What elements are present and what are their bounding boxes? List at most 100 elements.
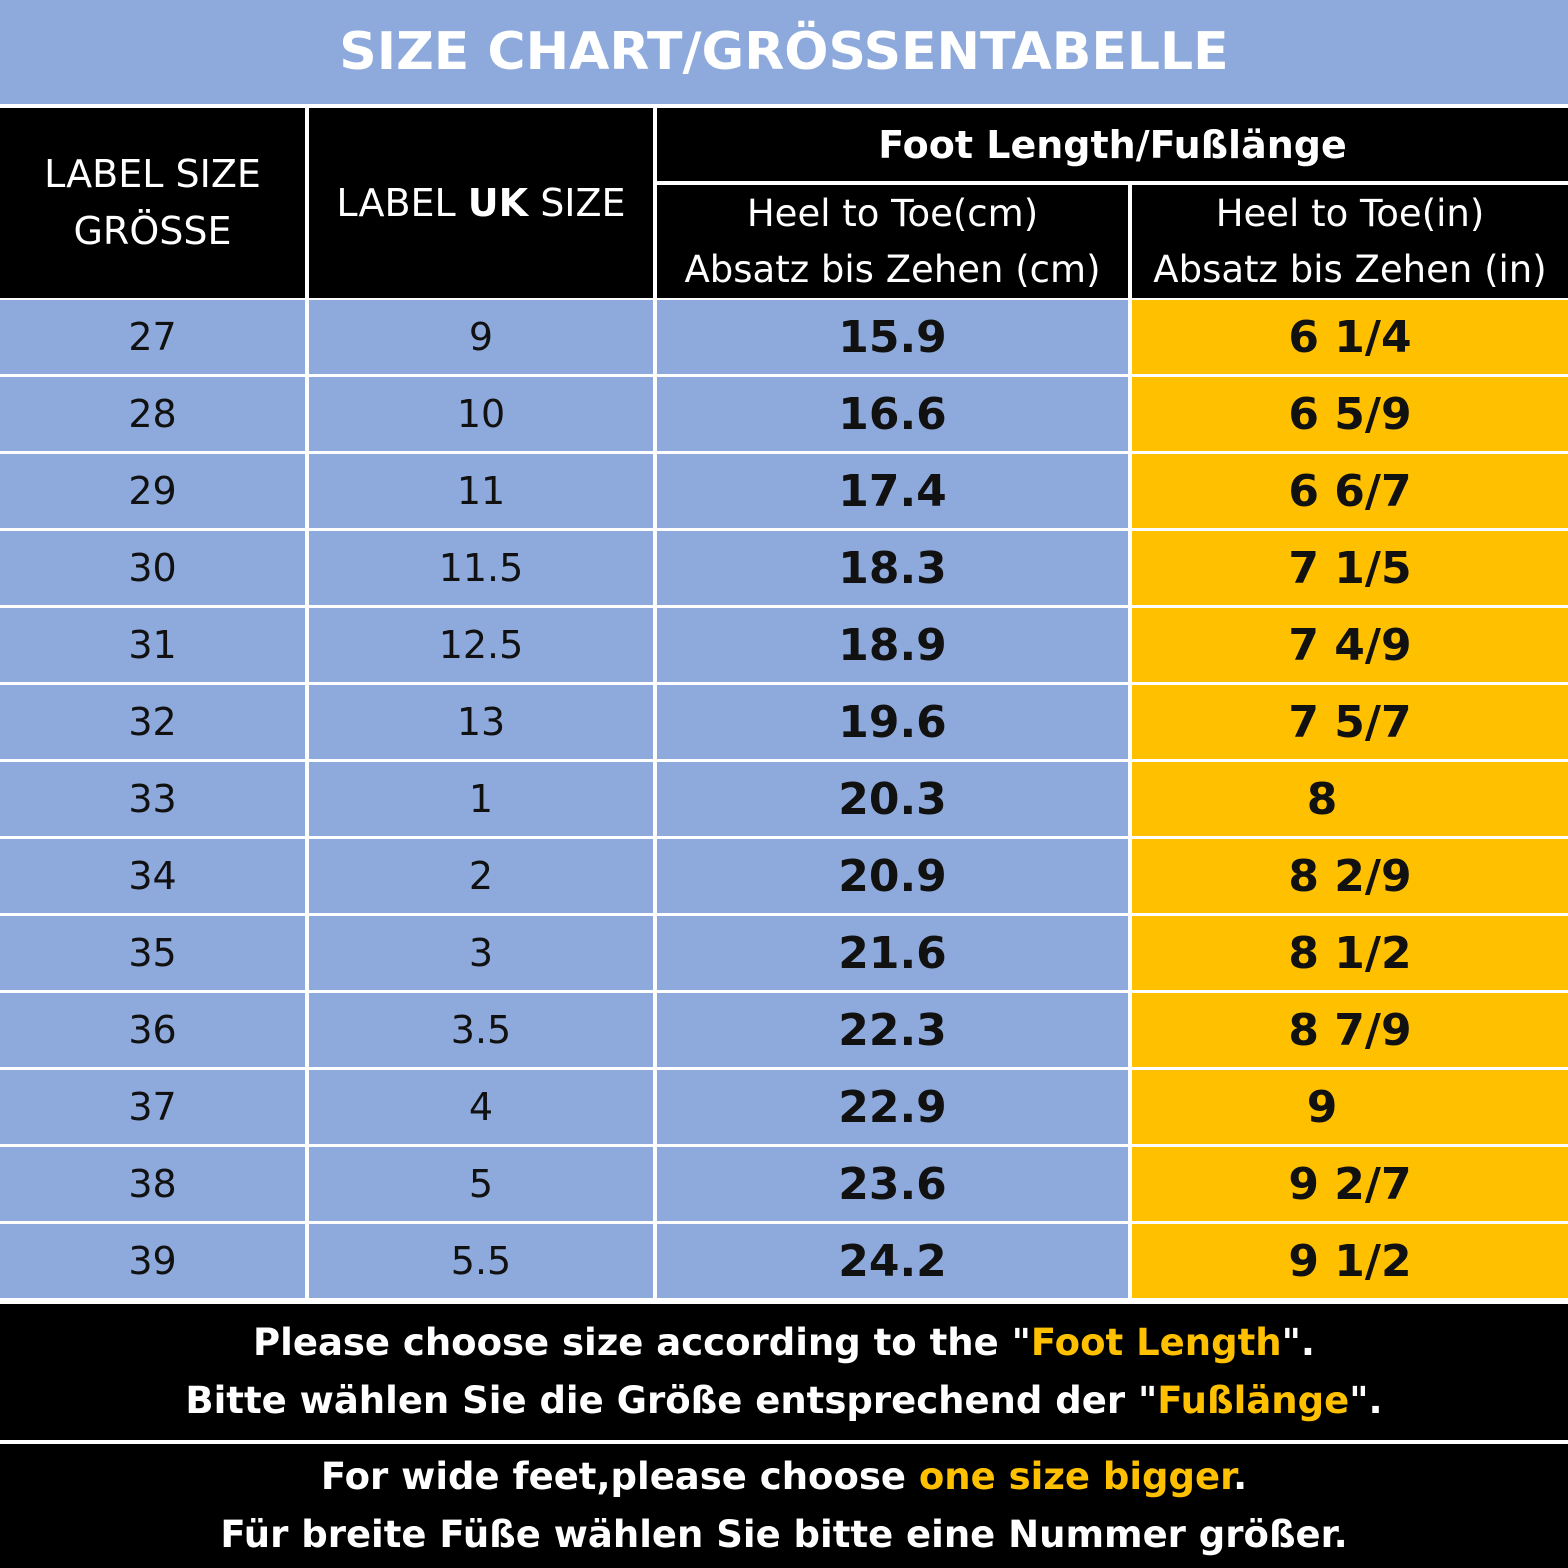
cell-in: 7 4/9 xyxy=(1132,608,1568,682)
cell-label-size: 27 xyxy=(0,300,305,374)
note-foot-length: Please choose size according to the "Foo… xyxy=(0,1304,1568,1440)
header-label-size: LABEL SIZE GRÖSSE xyxy=(0,108,305,298)
page-title: SIZE CHART/GRÖSSENTABELLE xyxy=(339,22,1229,82)
cell-in: 9 xyxy=(1132,1070,1568,1144)
table-header: LABEL SIZE GRÖSSE LABEL UK SIZE Foot Len… xyxy=(0,108,1568,298)
cell-in: 8 1/2 xyxy=(1132,916,1568,990)
header-label-size-de: GRÖSSE xyxy=(73,209,232,253)
cell-uk-size: 5 xyxy=(309,1147,653,1221)
cell-cm: 24.2 xyxy=(657,1224,1128,1298)
note-foot-length-en: Please choose size according to the "Foo… xyxy=(253,1314,1315,1372)
cell-uk-size: 1 xyxy=(309,762,653,836)
header-in-de: Absatz bis Zehen (in) xyxy=(1153,247,1547,291)
cell-cm: 22.9 xyxy=(657,1070,1128,1144)
cell-in: 9 1/2 xyxy=(1132,1224,1568,1298)
cell-uk-size: 5.5 xyxy=(309,1224,653,1298)
header-heel-to-toe-cm: Heel to Toe(cm) Absatz bis Zehen (cm) xyxy=(657,185,1128,298)
cell-label-size: 29 xyxy=(0,454,305,528)
note-de-prefix: Bitte wählen Sie die Größe entsprechend … xyxy=(185,1379,1158,1422)
header-foot-length-text: Foot Length/Fußlänge xyxy=(878,122,1347,167)
table-row: 32 13 19.6 7 5/7 xyxy=(0,685,1568,759)
cell-in: 8 7/9 xyxy=(1132,993,1568,1067)
header-foot-length: Foot Length/Fußlänge xyxy=(657,108,1568,181)
table-body: 27 9 15.9 6 1/4 28 10 16.6 6 5/9 29 11 1… xyxy=(0,300,1568,1302)
note-en-suffix: ". xyxy=(1281,1321,1315,1364)
cell-cm: 20.9 xyxy=(657,839,1128,913)
note-de-highlight: Fußlänge xyxy=(1157,1379,1350,1422)
cell-in: 6 6/7 xyxy=(1132,454,1568,528)
header-cm-en: Heel to Toe(cm) xyxy=(746,191,1039,235)
table-row: 27 9 15.9 6 1/4 xyxy=(0,300,1568,374)
header-in-en: Heel to Toe(in) xyxy=(1215,191,1485,235)
cell-uk-size: 10 xyxy=(309,377,653,451)
cell-uk-size: 4 xyxy=(309,1070,653,1144)
title-bar: SIZE CHART/GRÖSSENTABELLE xyxy=(0,0,1568,104)
cell-in: 7 1/5 xyxy=(1132,531,1568,605)
cell-label-size: 28 xyxy=(0,377,305,451)
note-en-highlight: Foot Length xyxy=(1030,1321,1282,1364)
cell-cm: 20.3 xyxy=(657,762,1128,836)
note-en-prefix: Please choose size according to the " xyxy=(253,1321,1031,1364)
cell-cm: 15.9 xyxy=(657,300,1128,374)
note-de-suffix: ". xyxy=(1349,1379,1383,1422)
note-wide-feet: For wide feet,please choose one size big… xyxy=(0,1444,1568,1568)
cell-uk-size: 2 xyxy=(309,839,653,913)
cell-label-size: 33 xyxy=(0,762,305,836)
cell-uk-size: 3.5 xyxy=(309,993,653,1067)
header-uk-bold: UK xyxy=(467,181,529,225)
cell-cm: 19.6 xyxy=(657,685,1128,759)
cell-in: 9 2/7 xyxy=(1132,1147,1568,1221)
cell-label-size: 36 xyxy=(0,993,305,1067)
cell-label-size: 30 xyxy=(0,531,305,605)
cell-in: 7 5/7 xyxy=(1132,685,1568,759)
cell-label-size: 32 xyxy=(0,685,305,759)
table-row: 36 3.5 22.3 8 7/9 xyxy=(0,993,1568,1067)
cell-uk-size: 11.5 xyxy=(309,531,653,605)
cell-label-size: 39 xyxy=(0,1224,305,1298)
cell-cm: 18.3 xyxy=(657,531,1128,605)
table-row: 39 5.5 24.2 9 1/2 xyxy=(0,1224,1568,1298)
cell-cm: 22.3 xyxy=(657,993,1128,1067)
wide-en-suffix: . xyxy=(1233,1455,1248,1498)
header-uk-suffix: SIZE xyxy=(528,181,626,225)
table-row: 37 4 22.9 9 xyxy=(0,1070,1568,1144)
header-label-size-en: LABEL SIZE xyxy=(44,152,261,196)
table-row: 30 11.5 18.3 7 1/5 xyxy=(0,531,1568,605)
note-wide-feet-de: Für breite Füße wählen Sie bitte eine Nu… xyxy=(220,1513,1348,1556)
cell-uk-size: 3 xyxy=(309,916,653,990)
wide-en-prefix: For wide feet,please choose xyxy=(320,1455,919,1498)
header-uk-size-text: LABEL UK SIZE xyxy=(336,181,625,225)
table-row: 28 10 16.6 6 5/9 xyxy=(0,377,1568,451)
cell-cm: 16.6 xyxy=(657,377,1128,451)
table-row: 31 12.5 18.9 7 4/9 xyxy=(0,608,1568,682)
cell-cm: 17.4 xyxy=(657,454,1128,528)
table-row: 35 3 21.6 8 1/2 xyxy=(0,916,1568,990)
header-heel-to-toe-in: Heel to Toe(in) Absatz bis Zehen (in) xyxy=(1132,185,1568,298)
header-cm-de: Absatz bis Zehen (cm) xyxy=(684,247,1101,291)
note-foot-length-de: Bitte wählen Sie die Größe entsprechend … xyxy=(185,1372,1382,1430)
cell-cm: 18.9 xyxy=(657,608,1128,682)
cell-uk-size: 9 xyxy=(309,300,653,374)
cell-label-size: 35 xyxy=(0,916,305,990)
cell-label-size: 37 xyxy=(0,1070,305,1144)
table-row: 33 1 20.3 8 xyxy=(0,762,1568,836)
cell-label-size: 34 xyxy=(0,839,305,913)
cell-in: 8 xyxy=(1132,762,1568,836)
cell-in: 8 2/9 xyxy=(1132,839,1568,913)
cell-in: 6 5/9 xyxy=(1132,377,1568,451)
header-uk-prefix: LABEL xyxy=(336,181,468,225)
cell-in: 6 1/4 xyxy=(1132,300,1568,374)
cell-uk-size: 13 xyxy=(309,685,653,759)
header-uk-size: LABEL UK SIZE xyxy=(309,108,653,298)
cell-uk-size: 12.5 xyxy=(309,608,653,682)
cell-label-size: 38 xyxy=(0,1147,305,1221)
cell-label-size: 31 xyxy=(0,608,305,682)
wide-en-highlight: one size bigger xyxy=(918,1455,1234,1498)
cell-uk-size: 11 xyxy=(309,454,653,528)
cell-cm: 21.6 xyxy=(657,916,1128,990)
table-row: 38 5 23.6 9 2/7 xyxy=(0,1147,1568,1221)
note-wide-feet-en: For wide feet,please choose one size big… xyxy=(321,1448,1247,1506)
table-row: 34 2 20.9 8 2/9 xyxy=(0,839,1568,913)
cell-cm: 23.6 xyxy=(657,1147,1128,1221)
